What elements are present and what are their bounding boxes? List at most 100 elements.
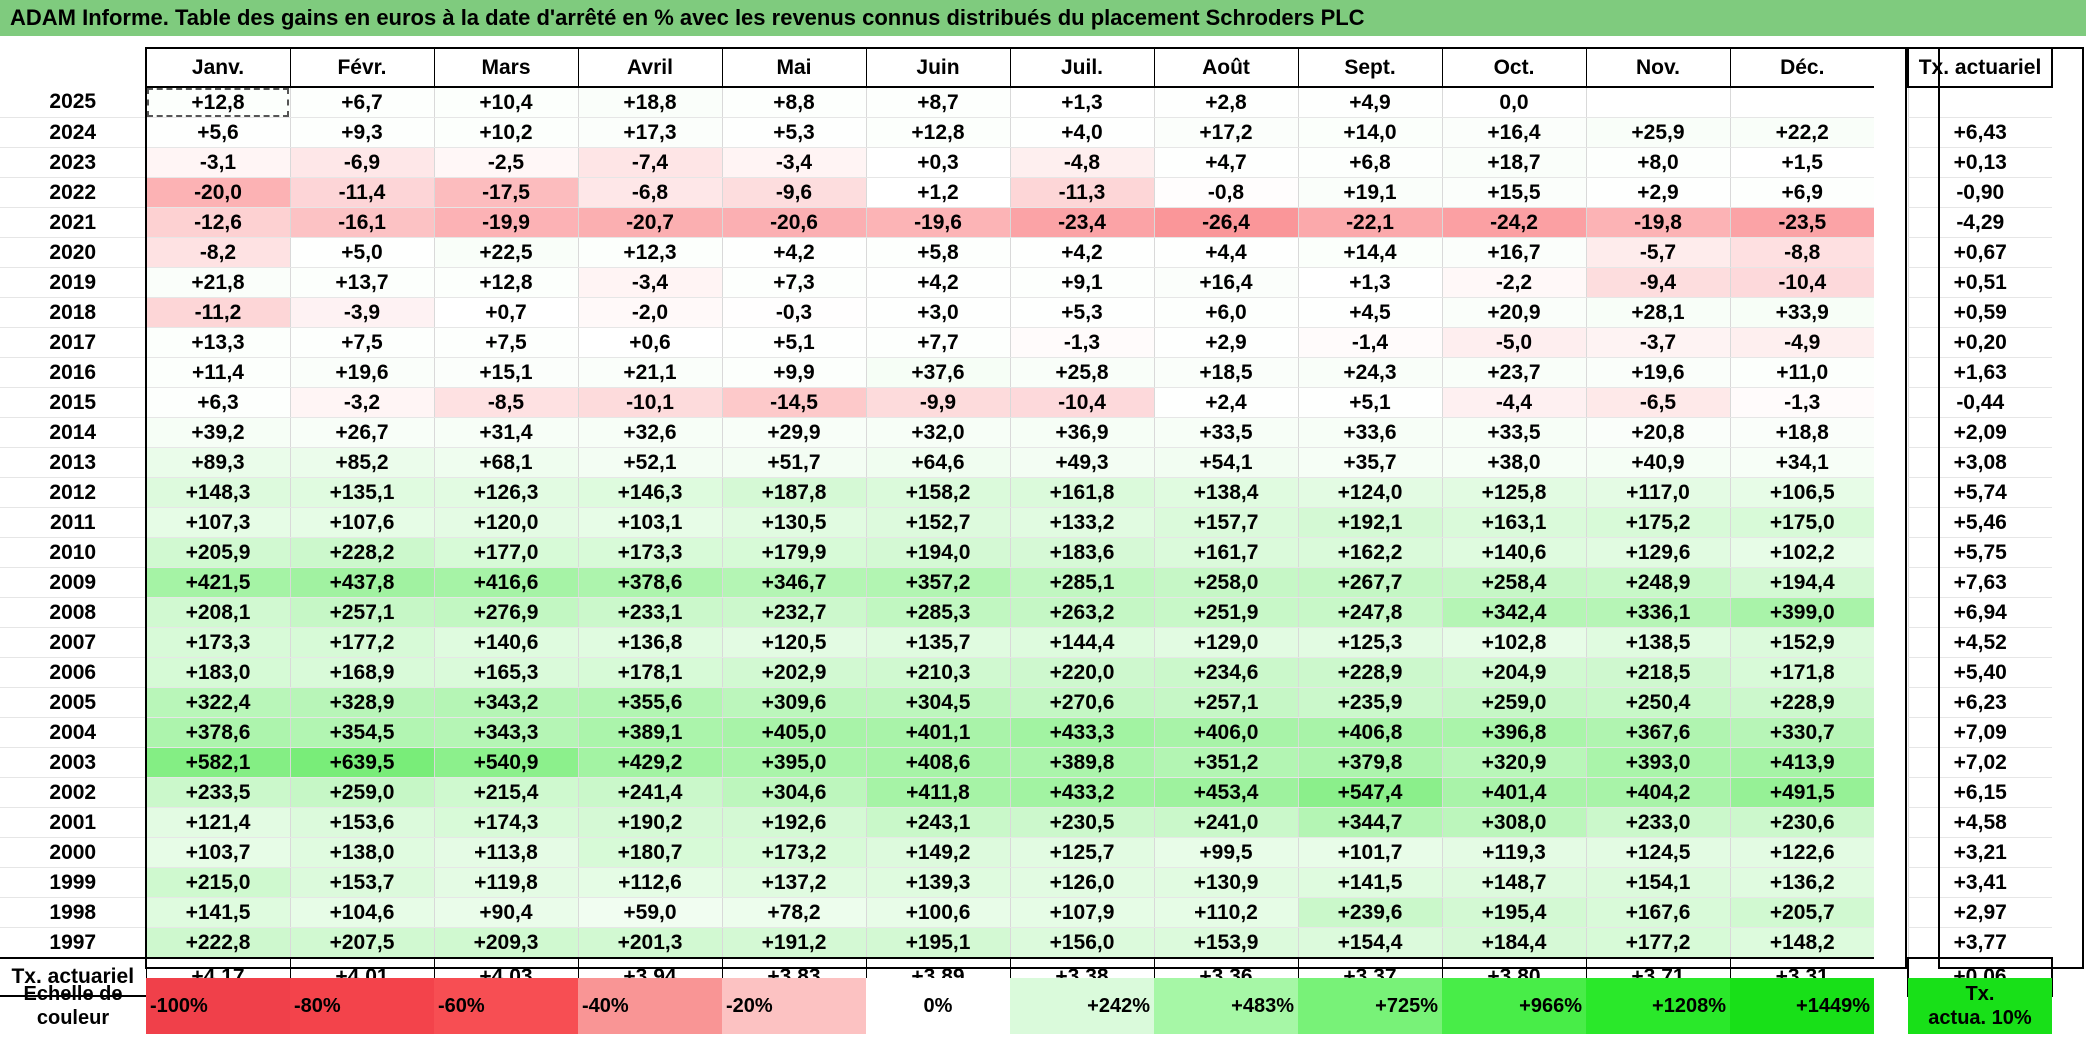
gain-cell: +107,9 xyxy=(1009,897,1154,928)
gain-cell: -10,4 xyxy=(1729,267,1874,298)
gain-cell: +129,0 xyxy=(1153,627,1298,658)
year-label: 2015 xyxy=(0,387,146,418)
color-scale-rate: Tx. actua. 10% xyxy=(1908,978,2052,1034)
gain-cell: +1,3 xyxy=(1297,267,1442,298)
table-row: 2023 -3,1 -6,9 -2,5 -7,4 -3,4 +0,3 -4,8 +4,7 +6,8… xyxy=(0,147,2052,178)
year-label: 2013 xyxy=(0,447,146,478)
month-header: Févr. xyxy=(289,47,434,88)
table-row: 2004 +378,6 +354,5 +343,3 +389,1 +405,0 +401,1… xyxy=(0,717,2052,748)
gain-cell: +276,9 xyxy=(433,597,578,628)
color-scale-stop: +966% xyxy=(1442,978,1586,1034)
gain-cell: +190,2 xyxy=(577,807,722,838)
gain-cell: +156,0 xyxy=(1009,927,1154,959)
gain-cell: +1,5 xyxy=(1729,147,1874,178)
year-label: 2007 xyxy=(0,627,146,658)
gain-cell: +11,4 xyxy=(145,357,290,388)
gain-cell: +263,2 xyxy=(1009,597,1154,628)
gain-cell: +12,8 xyxy=(145,87,290,118)
rate-cell: +4,52 xyxy=(1907,627,2052,658)
color-scale-stop: -60% xyxy=(434,978,578,1034)
gain-cell: +582,1 xyxy=(145,747,290,778)
gain-cell: +49,3 xyxy=(1009,447,1154,478)
table-row: 2011 +107,3 +107,6 +120,0 +103,1 +130,5 +152,7… xyxy=(0,507,2052,538)
gain-cell: +157,7 xyxy=(1153,507,1298,538)
gain-cell: +28,1 xyxy=(1585,297,1730,328)
gain-cell: +4,2 xyxy=(1009,237,1154,268)
spacer xyxy=(1874,627,1908,658)
table-row: 2002 +233,5 +259,0 +215,4 +241,4 +304,6 +411,8… xyxy=(0,777,2052,808)
gain-cell: +34,1 xyxy=(1729,447,1874,478)
spacer xyxy=(1874,777,1908,808)
gain-cell: +330,7 xyxy=(1729,717,1874,748)
gain-cell: +21,1 xyxy=(577,357,722,388)
gain-cell: 0,0 xyxy=(1441,87,1586,118)
year-label: 1999 xyxy=(0,867,146,898)
gain-cell: +11,0 xyxy=(1729,357,1874,388)
gain-cell: +149,2 xyxy=(865,837,1010,868)
spacer xyxy=(1874,87,1908,118)
gain-cell xyxy=(1585,87,1730,118)
rate-header: Tx. actuariel xyxy=(1907,47,2053,88)
gain-cell: +393,0 xyxy=(1585,747,1730,778)
gain-cell: +18,5 xyxy=(1153,357,1298,388)
gain-cell: +59,0 xyxy=(577,897,722,928)
gain-cell: +322,4 xyxy=(145,687,290,718)
gain-cell: +154,1 xyxy=(1585,867,1730,898)
table-row: 2018 -11,2 -3,9 +0,7 -2,0 -0,3 +3,0 +5,3 +6,0 +4,… xyxy=(0,297,2052,328)
gain-cell: -9,4 xyxy=(1585,267,1730,298)
gain-cell: +309,6 xyxy=(721,687,866,718)
gain-cell: -20,0 xyxy=(145,177,290,208)
spacer xyxy=(1874,747,1908,778)
gain-cell: +15,1 xyxy=(433,357,578,388)
gain-cell: +177,0 xyxy=(433,537,578,568)
color-scale-stop: -100% xyxy=(146,978,290,1034)
gain-cell: +14,0 xyxy=(1297,117,1442,148)
gain-cell: -3,9 xyxy=(289,297,434,328)
color-scale-label: Echelle de couleur xyxy=(23,983,123,1029)
spacer xyxy=(1874,958,1908,996)
gain-cell: +248,9 xyxy=(1585,567,1730,598)
rate-cell: +6,94 xyxy=(1907,597,2052,628)
gain-cell: +39,2 xyxy=(145,417,290,448)
month-header: Juil. xyxy=(1009,47,1154,88)
gain-cell: +270,6 xyxy=(1009,687,1154,718)
gain-cell: -12,6 xyxy=(145,207,290,238)
gain-cell: +2,9 xyxy=(1153,327,1298,358)
gain-cell: +117,0 xyxy=(1585,477,1730,508)
year-label: 2002 xyxy=(0,777,146,808)
gain-cell: +16,4 xyxy=(1441,117,1586,148)
gain-cell: +23,7 xyxy=(1441,357,1586,388)
gain-cell: +0,6 xyxy=(577,327,722,358)
spacer xyxy=(1874,207,1908,238)
gain-cell: +8,7 xyxy=(865,87,1010,118)
gain-cell: +146,3 xyxy=(577,477,722,508)
gain-cell: +68,1 xyxy=(433,447,578,478)
gain-cell: -9,6 xyxy=(721,177,866,208)
rate-cell: +5,75 xyxy=(1907,537,2052,568)
gain-cell: +5,1 xyxy=(1297,387,1442,418)
year-label: 2017 xyxy=(0,327,146,358)
gain-cell: +152,7 xyxy=(865,507,1010,538)
month-header: Janv. xyxy=(145,47,290,88)
table-row: 2015 +6,3 -3,2 -8,5 -10,1 -14,5 -9,9 -10,4 +2,4 +… xyxy=(0,387,2052,418)
gain-cell: +228,2 xyxy=(289,537,434,568)
gain-cell: +113,8 xyxy=(433,837,578,868)
gain-cell: +5,3 xyxy=(721,117,866,148)
gain-cell: +135,7 xyxy=(865,627,1010,658)
gain-cell: +10,2 xyxy=(433,117,578,148)
gain-cell: +2,8 xyxy=(1153,87,1298,118)
rate-cell: +0,20 xyxy=(1907,327,2052,358)
spacer xyxy=(1874,978,1908,1034)
gain-cell: +4,9 xyxy=(1297,87,1442,118)
gain-cell: +547,4 xyxy=(1297,777,1442,808)
gain-cell: +4,0 xyxy=(1009,117,1154,148)
year-label: 2022 xyxy=(0,177,146,208)
month-header: Sept. xyxy=(1297,47,1442,88)
gain-cell: -4,9 xyxy=(1729,327,1874,358)
color-scale-stop: -40% xyxy=(578,978,722,1034)
gain-cell: +33,5 xyxy=(1153,417,1298,448)
gain-cell: +141,5 xyxy=(1297,867,1442,898)
gain-cell: +153,9 xyxy=(1153,927,1298,959)
gain-cell: +230,5 xyxy=(1009,807,1154,838)
gain-cell: +101,7 xyxy=(1297,837,1442,868)
